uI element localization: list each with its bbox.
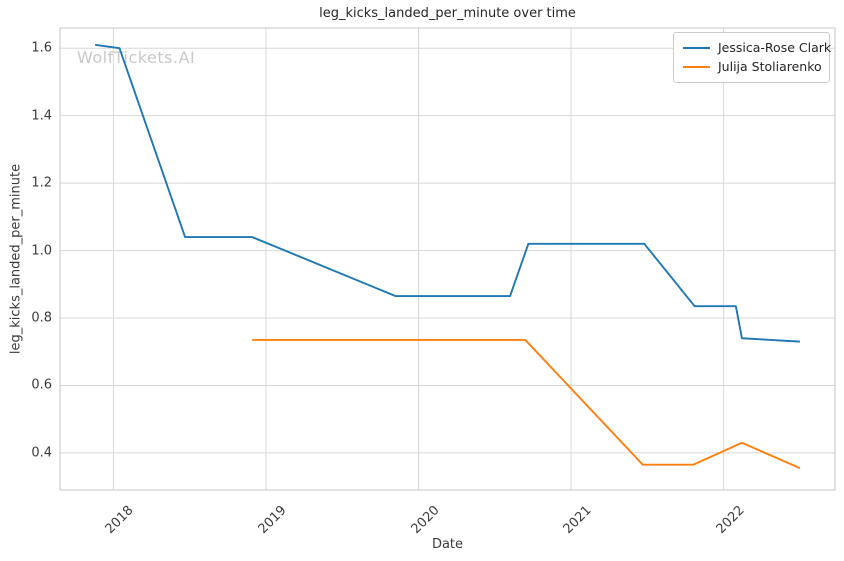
series-line (94, 43, 800, 343)
plot-border (59, 27, 836, 491)
legend-item: Julija Stoliarenko (683, 57, 822, 76)
y-tick-label: 1.6 (31, 40, 52, 56)
legend-label: Jessica-Rose Clark (718, 40, 832, 55)
series-line (252, 338, 801, 469)
y-tick-label: 0.8 (31, 310, 52, 326)
legend: Jessica-Rose Clark Julija Stoliarenko (673, 32, 831, 83)
watermark: WolfTickets.AI (77, 48, 196, 67)
y-tick-label: 1.0 (31, 243, 52, 259)
chart-title: leg_kicks_landed_per_minute over time (319, 6, 576, 21)
y-tick-label: 0.4 (31, 445, 52, 461)
legend-line-swatch (683, 46, 710, 49)
x-axis-label: Date (431, 537, 464, 552)
y-tick-label: 1.2 (31, 175, 52, 191)
y-tick-label: 1.4 (31, 108, 52, 124)
legend-item: Jessica-Rose Clark (683, 38, 831, 57)
legend-label: Julija Stoliarenko (718, 59, 822, 74)
legend-line-swatch (683, 65, 710, 68)
y-axis-label: leg_kicks_landed_per_minute (8, 163, 24, 355)
y-tick-label: 0.6 (31, 377, 52, 393)
